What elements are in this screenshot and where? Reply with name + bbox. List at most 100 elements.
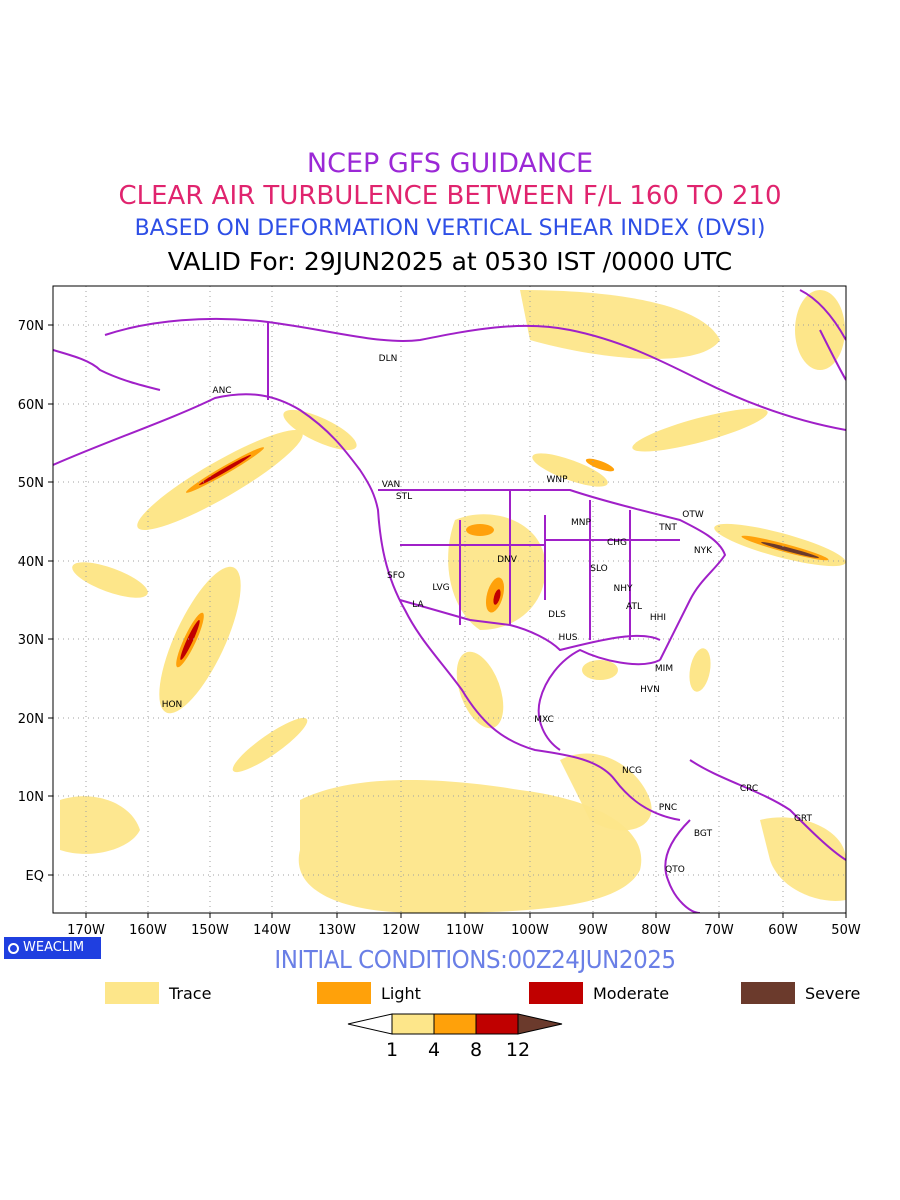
station-label: CRC	[740, 784, 758, 794]
station-label: SFO	[387, 571, 405, 581]
title-valid-time: VALID For: 29JUN2025 at 0530 IST /0000 U…	[167, 247, 733, 276]
light-area-wyoming	[466, 524, 494, 536]
trace-band-hudson	[632, 408, 768, 452]
trace-area-mexico	[456, 651, 504, 729]
graticule-grid	[53, 286, 846, 913]
station-labels: ANC DLN VAN STL WNP OTW TNT MNP CHG NYK DNV SLO SFO L…	[162, 354, 813, 875]
station-label: MIM	[655, 664, 673, 674]
legend-item-light: Light	[317, 982, 421, 1004]
colorbar-tick: 8	[470, 1039, 482, 1061]
lat-label: 20N	[18, 712, 44, 727]
coastline-arctic	[104, 317, 846, 431]
trace-band-west-pacific	[72, 562, 148, 598]
station-label: VAN	[382, 480, 400, 490]
station-label: QTO	[665, 865, 685, 875]
station-label: ANC	[212, 386, 231, 396]
lat-label: 60N	[18, 398, 44, 413]
station-label: DNV	[497, 555, 518, 565]
coastline-siberia	[53, 349, 161, 391]
turbulence-fill-layer	[60, 290, 846, 913]
weaclim-badge: WEACLIM	[4, 937, 101, 959]
coastline-gulf	[537, 649, 661, 751]
border-us-mexico	[399, 599, 661, 651]
station-label: HON	[162, 700, 183, 710]
legend-swatch-light	[317, 982, 371, 1004]
lon-label: 50W	[831, 923, 861, 938]
moderate-area-rockies	[493, 589, 501, 605]
station-label: DLN	[379, 354, 398, 364]
colorbar-segment-trace	[391, 1013, 435, 1035]
trace-area-tropics	[298, 780, 642, 913]
initial-conditions: INITIAL CONDITIONS:00Z24JUN2025	[274, 945, 676, 974]
lon-label: 160W	[129, 923, 167, 938]
station-label: CHG	[607, 538, 627, 548]
station-label: NCG	[622, 766, 642, 776]
station-label: LVG	[432, 583, 449, 593]
trace-band-pacific-arc	[159, 566, 241, 714]
lat-label: 10N	[18, 790, 44, 805]
lon-label: 120W	[382, 923, 420, 938]
lat-label: 40N	[18, 555, 44, 570]
severe-band-atlantic-jet	[761, 541, 819, 559]
station-label: GRT	[794, 814, 813, 824]
station-label: WNP	[546, 475, 568, 485]
station-label: STL	[396, 492, 412, 502]
station-label: TNT	[658, 523, 677, 533]
trace-area-arctic	[520, 290, 720, 359]
station-label: PNC	[659, 803, 677, 813]
legend-swatch-trace	[105, 982, 159, 1004]
station-label: NHY	[614, 584, 634, 594]
lon-label: 80W	[641, 923, 671, 938]
lon-label: 150W	[191, 923, 229, 938]
title-product: CLEAR AIR TURBULENCE BETWEEN F/L 160 TO …	[118, 181, 782, 211]
station-label: HUS	[558, 633, 577, 643]
intensity-colorbar: 1 4 8 12	[347, 1013, 563, 1061]
station-label: HHI	[650, 613, 666, 623]
station-label: OTW	[682, 510, 704, 520]
trace-area-caribbean	[689, 648, 711, 692]
colorbar-low-arrow	[347, 1013, 393, 1035]
trace-area-gulf	[582, 660, 618, 680]
trace-band-gulf-alaska	[137, 430, 303, 530]
title-method: BASED ON DEFORMATION VERTICAL SHEAR INDE…	[134, 216, 766, 241]
us-state-borders	[400, 490, 546, 625]
map-frame	[52, 285, 847, 914]
station-label: LA	[412, 600, 424, 610]
station-label: SLO	[590, 564, 608, 574]
colorbar-tick: 1	[386, 1039, 398, 1061]
colorbar-tick: 12	[506, 1039, 530, 1061]
station-label: MNP	[571, 518, 591, 528]
legend-label-light: Light	[381, 983, 421, 1003]
station-label: BGT	[694, 829, 713, 839]
legend-label-trace: Trace	[169, 983, 212, 1003]
border-us-canada	[378, 489, 726, 661]
legend-item-moderate: Moderate	[529, 982, 669, 1004]
station-label: DLS	[548, 610, 566, 620]
moderate-band-pacific-arc	[180, 620, 200, 660]
legend-swatch-moderate	[529, 982, 583, 1004]
lon-label: 110W	[446, 923, 484, 938]
trace-area-central-america	[560, 753, 652, 831]
legend-item-trace: Trace	[105, 982, 211, 1004]
lat-label: 70N	[18, 319, 44, 334]
colorbar-high-arrow	[517, 1013, 563, 1035]
station-label: MXC	[534, 715, 554, 725]
lon-label: 170W	[67, 923, 105, 938]
colorbar-segment-light	[433, 1013, 477, 1035]
circle-logo-icon	[8, 942, 19, 954]
trace-area-rockies	[448, 514, 546, 630]
title-guidance: NCEP GFS GUIDANCE	[306, 148, 594, 179]
map-axes: 170W 160W 150W 140W 130W 120W 110W 100W 90W 80W 70…	[18, 319, 861, 938]
station-label: ATL	[626, 602, 642, 612]
lon-label: 100W	[511, 923, 549, 938]
lon-label: 140W	[253, 923, 291, 938]
trace-area-south-atlantic	[760, 817, 846, 901]
lat-label: EQ	[26, 869, 44, 884]
lat-label: 30N	[18, 633, 44, 648]
lon-label: 70W	[704, 923, 734, 938]
lat-label: 50N	[18, 476, 44, 491]
legend-item-severe: Severe	[741, 982, 860, 1004]
colorbar-tick: 4	[428, 1039, 440, 1061]
us-state-borders-east	[545, 500, 680, 640]
